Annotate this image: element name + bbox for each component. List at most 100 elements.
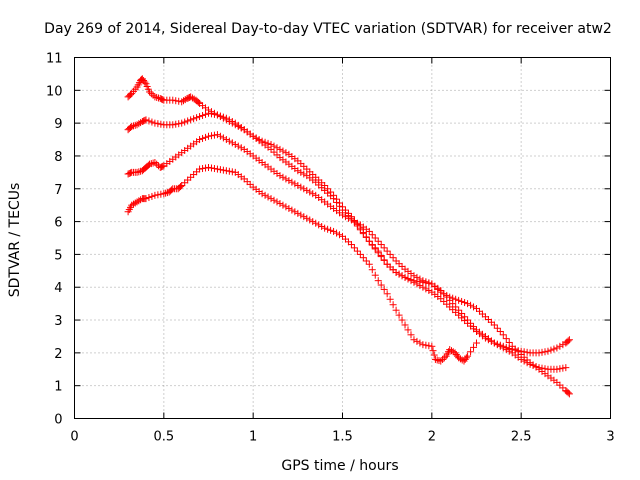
data-point bbox=[333, 198, 341, 206]
data-point bbox=[380, 285, 388, 293]
data-point bbox=[199, 111, 207, 119]
data-point bbox=[374, 249, 382, 257]
data-point bbox=[163, 189, 171, 197]
data-point bbox=[455, 354, 463, 362]
data-point bbox=[151, 93, 159, 101]
data-point bbox=[149, 91, 157, 99]
data-point bbox=[559, 364, 567, 372]
data-point bbox=[425, 279, 433, 287]
data-point bbox=[410, 272, 418, 280]
data-point bbox=[196, 113, 204, 121]
data-point bbox=[137, 167, 145, 175]
data-point bbox=[312, 219, 320, 227]
data-point bbox=[273, 198, 281, 206]
data-point bbox=[458, 297, 466, 305]
data-point bbox=[401, 273, 409, 281]
data-point bbox=[464, 316, 472, 324]
data-point bbox=[356, 250, 364, 258]
data-point bbox=[279, 201, 287, 209]
data-point bbox=[419, 277, 427, 285]
data-point bbox=[133, 168, 141, 176]
data-point bbox=[437, 287, 445, 295]
data-point bbox=[141, 116, 149, 124]
data-point bbox=[306, 188, 314, 196]
data-point bbox=[336, 202, 344, 210]
data-point bbox=[172, 120, 180, 128]
data-point bbox=[207, 110, 215, 118]
data-point bbox=[160, 190, 168, 198]
data-point bbox=[193, 114, 201, 122]
data-point bbox=[199, 134, 207, 142]
data-point bbox=[422, 278, 430, 286]
data-point bbox=[129, 200, 137, 208]
data-point bbox=[505, 347, 513, 355]
data-point bbox=[231, 140, 239, 148]
data-point bbox=[145, 117, 153, 125]
data-point bbox=[458, 356, 466, 364]
data-point bbox=[300, 185, 308, 193]
x-tick-label: 0.5 bbox=[153, 430, 174, 445]
data-point bbox=[222, 136, 230, 144]
data-point bbox=[389, 301, 397, 309]
data-point bbox=[282, 175, 290, 183]
data-point bbox=[517, 347, 525, 355]
data-point bbox=[137, 119, 145, 127]
data-point bbox=[435, 357, 443, 365]
x-tick-label: 1 bbox=[249, 430, 257, 445]
data-point bbox=[294, 167, 302, 175]
data-point bbox=[219, 134, 227, 142]
data-point bbox=[470, 343, 478, 351]
data-point bbox=[565, 390, 573, 398]
y-tick-label: 2 bbox=[54, 347, 62, 362]
data-point bbox=[159, 96, 167, 104]
data-point bbox=[297, 183, 305, 191]
data-point bbox=[407, 331, 415, 339]
data-point bbox=[365, 260, 373, 268]
data-point bbox=[225, 116, 233, 124]
data-point bbox=[135, 197, 143, 205]
y-tick-label: 11 bbox=[46, 52, 63, 67]
data-point bbox=[416, 282, 424, 290]
data-point bbox=[464, 300, 472, 308]
data-point bbox=[347, 241, 355, 249]
series-trace-3 bbox=[124, 131, 570, 373]
data-point bbox=[383, 247, 391, 255]
data-point bbox=[181, 118, 189, 126]
data-point bbox=[178, 98, 186, 106]
data-point bbox=[401, 321, 409, 329]
data-point bbox=[461, 299, 469, 307]
data-point bbox=[169, 121, 177, 129]
data-point bbox=[446, 296, 454, 304]
data-point bbox=[306, 216, 314, 224]
x-tick-label: 1.5 bbox=[332, 430, 353, 445]
data-point bbox=[544, 347, 552, 355]
data-point bbox=[440, 290, 448, 298]
data-point bbox=[225, 167, 233, 175]
data-point bbox=[294, 181, 302, 189]
data-point bbox=[517, 355, 525, 363]
data-point bbox=[133, 198, 141, 206]
data-point bbox=[377, 253, 385, 261]
data-point bbox=[493, 324, 501, 332]
data-point bbox=[128, 122, 136, 130]
data-point bbox=[219, 166, 227, 174]
data-point bbox=[169, 96, 177, 104]
data-point bbox=[148, 118, 156, 126]
data-point bbox=[146, 88, 154, 96]
data-point bbox=[330, 227, 338, 235]
data-point bbox=[149, 159, 157, 167]
data-point bbox=[303, 186, 311, 194]
data-point bbox=[321, 224, 329, 232]
data-point bbox=[439, 355, 447, 363]
data-point bbox=[565, 336, 573, 344]
data-point bbox=[297, 168, 305, 176]
data-point bbox=[499, 344, 507, 352]
data-point bbox=[234, 142, 242, 150]
data-point bbox=[470, 323, 478, 331]
data-point bbox=[556, 365, 564, 373]
data-point bbox=[142, 195, 150, 203]
data-point bbox=[425, 342, 433, 350]
data-point bbox=[422, 285, 430, 293]
data-point bbox=[157, 120, 165, 128]
data-point bbox=[276, 200, 284, 208]
